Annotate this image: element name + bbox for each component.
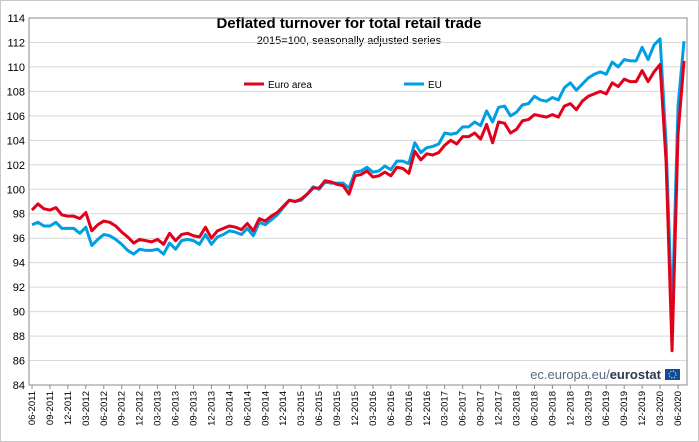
source-credit: ec.europa.eu/eurostat [530,367,680,382]
x-tick-label: 03-2015 [296,391,307,426]
x-tick-label: 06-2020 [673,391,684,426]
x-tick-label: 12-2019 [637,391,648,426]
x-tick-label: 12-2011 [63,391,74,425]
series-line-eu [31,37,686,318]
x-tick-label: 12-2015 [350,391,361,426]
y-tick-label: 108 [7,86,25,98]
x-tick-label: 03-2017 [440,391,451,426]
y-tick-label: 96 [13,233,25,245]
x-tick-label: 06-2015 [314,391,325,426]
y-tick-label: 110 [7,62,25,74]
x-tick-label: 06-2018 [529,391,540,426]
x-tick-label: 09-2014 [260,391,271,426]
gridlines [29,41,687,362]
x-tick-label: 06-2011 [27,391,38,425]
x-tick-label: 12-2014 [278,391,289,426]
eu-flag-stars [668,370,677,379]
chart-subtitle: 2015=100, seasonally adjusted series [257,35,442,47]
x-tick-label: 03-2018 [512,391,523,426]
x-tick-label: 12-2013 [206,391,217,426]
y-tick-label: 92 [13,282,25,294]
x-tick-label: 03-2013 [153,391,164,426]
plot-area [28,17,688,386]
source-brand: eurostat [610,367,662,382]
legend-label-euro-area: Euro area [268,80,312,91]
x-tick-label: 03-2020 [655,391,666,426]
y-tick-label: 114 [7,13,25,25]
legend-label-eu: EU [428,80,442,91]
x-tick-label: 06-2016 [386,391,397,426]
y-tick-label: 88 [13,331,25,343]
x-tick-label: 09-2015 [332,391,343,426]
series-line-euro-area [30,60,686,353]
x-tick-label: 12-2017 [494,391,505,426]
y-tick-label: 102 [7,160,25,172]
y-tick-label: 84 [13,380,25,392]
x-tick-label: 09-2011 [45,391,56,425]
x-tick-label: 03-2019 [583,391,594,426]
x-tick-label: 09-2017 [476,391,487,426]
y-tick-label: 112 [7,37,25,49]
x-tick-label: 09-2019 [619,391,630,426]
x-tick-label: 12-2012 [135,391,146,426]
x-tick-label: 09-2013 [189,391,200,426]
y-tick-label: 104 [7,135,25,147]
x-tick-label: 09-2016 [404,391,415,426]
x-tick-label: 06-2013 [171,391,182,426]
x-tick-label: 09-2018 [547,391,558,426]
x-tick-label: 06-2014 [242,391,253,426]
x-tick-label: 06-2017 [458,391,469,426]
source-prefix: ec.europa.eu/ [530,367,610,382]
y-tick-label: 94 [13,258,25,270]
y-tick-label: 90 [13,307,25,319]
y-tick-label: 100 [7,184,25,196]
x-tick-label: 03-2016 [368,391,379,426]
legend: Euro area EU [244,80,442,91]
x-tick-label: 12-2016 [422,391,433,426]
x-tick-label: 09-2012 [117,391,128,426]
x-axis-ticks: 06-2011 09-2011 12-2011 03-2012 06-2012 09-20… [27,385,684,426]
series-lines [30,37,686,353]
x-tick-label: 12-2018 [565,391,576,426]
eu-flag-icon [665,369,680,380]
y-axis-ticks: 84 86 88 90 92 94 96 98 100 102 104 106 108 110 112 114 [7,13,25,392]
x-tick-label: 03-2012 [81,391,92,426]
source-text: ec.europa.eu/eurostat [530,367,661,382]
x-tick-label: 06-2012 [99,391,110,426]
y-tick-label: 86 [13,356,25,368]
chart-title: Deflated turnover for total retail trade [216,15,481,32]
y-tick-label: 98 [13,209,25,221]
x-tick-label: 03-2014 [224,391,235,426]
y-tick-label: 106 [7,111,25,123]
x-tick-label: 06-2019 [601,391,612,426]
